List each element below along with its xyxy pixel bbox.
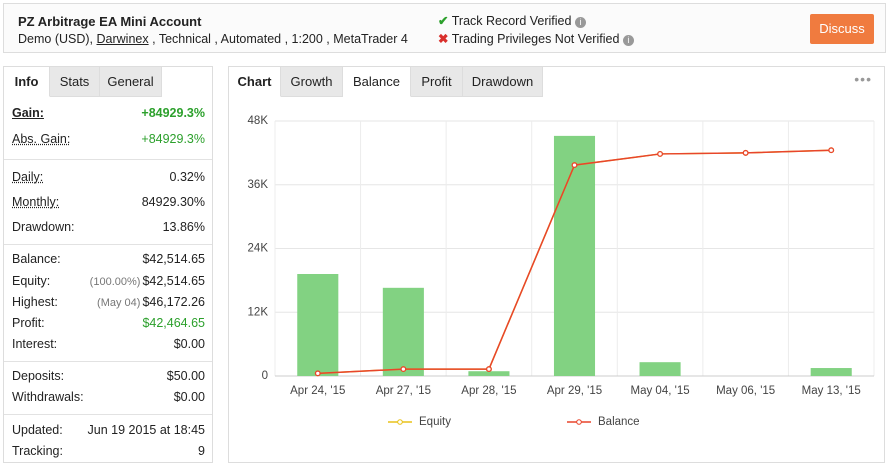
x-icon: ✖ <box>438 32 449 46</box>
title: PZ Arbitrage EA Mini Account <box>18 14 202 29</box>
verified-text: Track Record Verified <box>451 14 572 28</box>
subtitle: Demo (USD), Darwinex , Technical , Autom… <box>18 32 408 46</box>
stat-note: (May 04) <box>97 297 141 309</box>
stat-label: Drawdown: <box>12 220 75 234</box>
stat-value: 84929.30% <box>141 195 205 209</box>
stats-panel: Info Stats General Gain: +84929.3% Abs. Gain:… <box>3 66 213 463</box>
chart-panel: ••• Chart Growth Balance Profit Drawdown <box>228 66 885 463</box>
menu-dots[interactable]: ••• <box>854 71 872 87</box>
stat-label: Balance: <box>12 252 61 266</box>
not-verified: ✖ Trading Privileges Not Verified i <box>438 31 634 46</box>
separator <box>4 414 212 415</box>
tab[interactable]: Chart <box>229 67 281 97</box>
details: , Technical , Automated , 1:200 , MetaTr… <box>152 32 408 46</box>
stat-value-row: +84929.3% <box>141 132 205 146</box>
stat-value: 9 <box>198 444 205 458</box>
stat-note: (100.00%) <box>89 276 141 288</box>
stat-label: Daily: <box>12 170 44 184</box>
tab[interactable]: Profit <box>411 67 463 97</box>
separator <box>4 361 212 362</box>
stat-label: Tracking: <box>12 444 63 458</box>
stat-value: $50.00 <box>166 369 205 383</box>
stat-label: Monthly: <box>12 195 60 209</box>
stat-value-row: +84929.3% <box>141 106 205 120</box>
stat-value: $42,514.65 <box>142 274 205 288</box>
stat-value-row: 0.32% <box>170 170 205 184</box>
stat-value-row: (100.00%) $42,514.65 <box>90 274 205 288</box>
separator <box>4 159 212 160</box>
discuss-button[interactable]: Discuss <box>810 14 874 44</box>
stat-label: Deposits: <box>12 369 65 383</box>
header: PZ Arbitrage EA Mini Account Demo (USD),… <box>3 3 886 53</box>
info-icon[interactable]: i <box>574 17 586 28</box>
tab[interactable]: Growth <box>281 67 343 97</box>
verified: ✔ Track Record Verified i <box>438 13 586 28</box>
tab[interactable]: Balance <box>343 67 411 97</box>
broker-link[interactable]: Darwinex <box>96 32 149 46</box>
stat-value: $42,514.65 <box>142 252 205 266</box>
tab[interactable]: Info <box>4 67 50 97</box>
info-icon[interactable]: i <box>622 35 634 46</box>
tab[interactable]: Stats <box>50 67 100 97</box>
stat-label: Equity: <box>12 274 51 288</box>
stat-value: $46,172.26 <box>142 295 205 309</box>
stat-value: 13.86% <box>162 220 205 234</box>
stat-value-row: Jun 19 2015 at 18:45 <box>88 423 205 437</box>
stat-value: Jun 19 2015 at 18:45 <box>87 423 205 437</box>
stat-value: $42,464.65 <box>142 316 205 330</box>
stat-label: Highest: <box>12 295 58 309</box>
stat-value-row: 84929.30% <box>142 195 205 209</box>
stat-value: +84929.3% <box>141 106 205 120</box>
stat-value-row: (May 04) $46,172.26 <box>97 295 205 309</box>
stat-label: Abs. Gain: <box>12 132 71 146</box>
stat-label: Profit: <box>12 316 45 330</box>
stat-value: 0.32% <box>169 170 205 184</box>
stat-value: $0.00 <box>173 390 205 404</box>
stat-value-row: $42,464.65 <box>142 316 205 330</box>
stat-label: Interest: <box>12 337 58 351</box>
stat-label: Withdrawals: <box>12 390 84 404</box>
separator <box>4 244 212 245</box>
stat-value-row: 13.86% <box>163 220 205 234</box>
tab[interactable]: General <box>100 67 162 97</box>
stat-value-row: $0.00 <box>174 390 205 404</box>
check-icon: ✔ <box>438 14 449 28</box>
stat-value: +84929.3% <box>141 132 205 146</box>
stat-value: $0.00 <box>173 337 205 351</box>
account-type: Demo (USD), <box>18 32 94 46</box>
stat-value-row: $50.00 <box>167 369 205 383</box>
stat-value-row: 9 <box>198 444 205 458</box>
stat-value-row: $42,514.65 <box>142 252 205 266</box>
stat-value-row: $0.00 <box>174 337 205 351</box>
stat-label: Updated: <box>12 423 63 437</box>
tab[interactable]: Drawdown <box>463 67 543 97</box>
not-verified-text: Trading Privileges Not Verified <box>451 32 620 46</box>
stat-label: Gain: <box>12 106 44 120</box>
